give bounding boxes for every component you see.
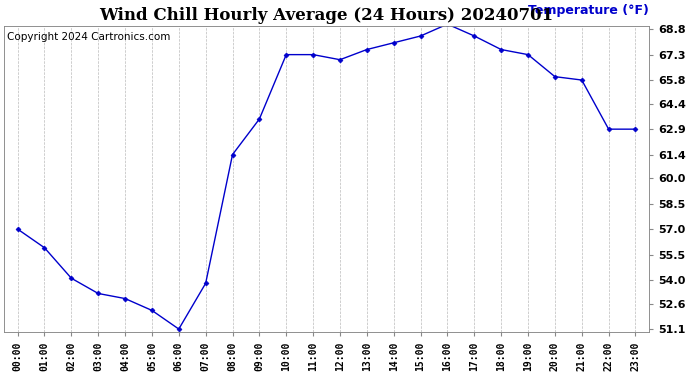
Title: Wind Chill Hourly Average (24 Hours) 20240701: Wind Chill Hourly Average (24 Hours) 202… (99, 7, 553, 24)
Text: Temperature (°F): Temperature (°F) (528, 4, 649, 16)
Text: Copyright 2024 Cartronics.com: Copyright 2024 Cartronics.com (8, 32, 170, 42)
